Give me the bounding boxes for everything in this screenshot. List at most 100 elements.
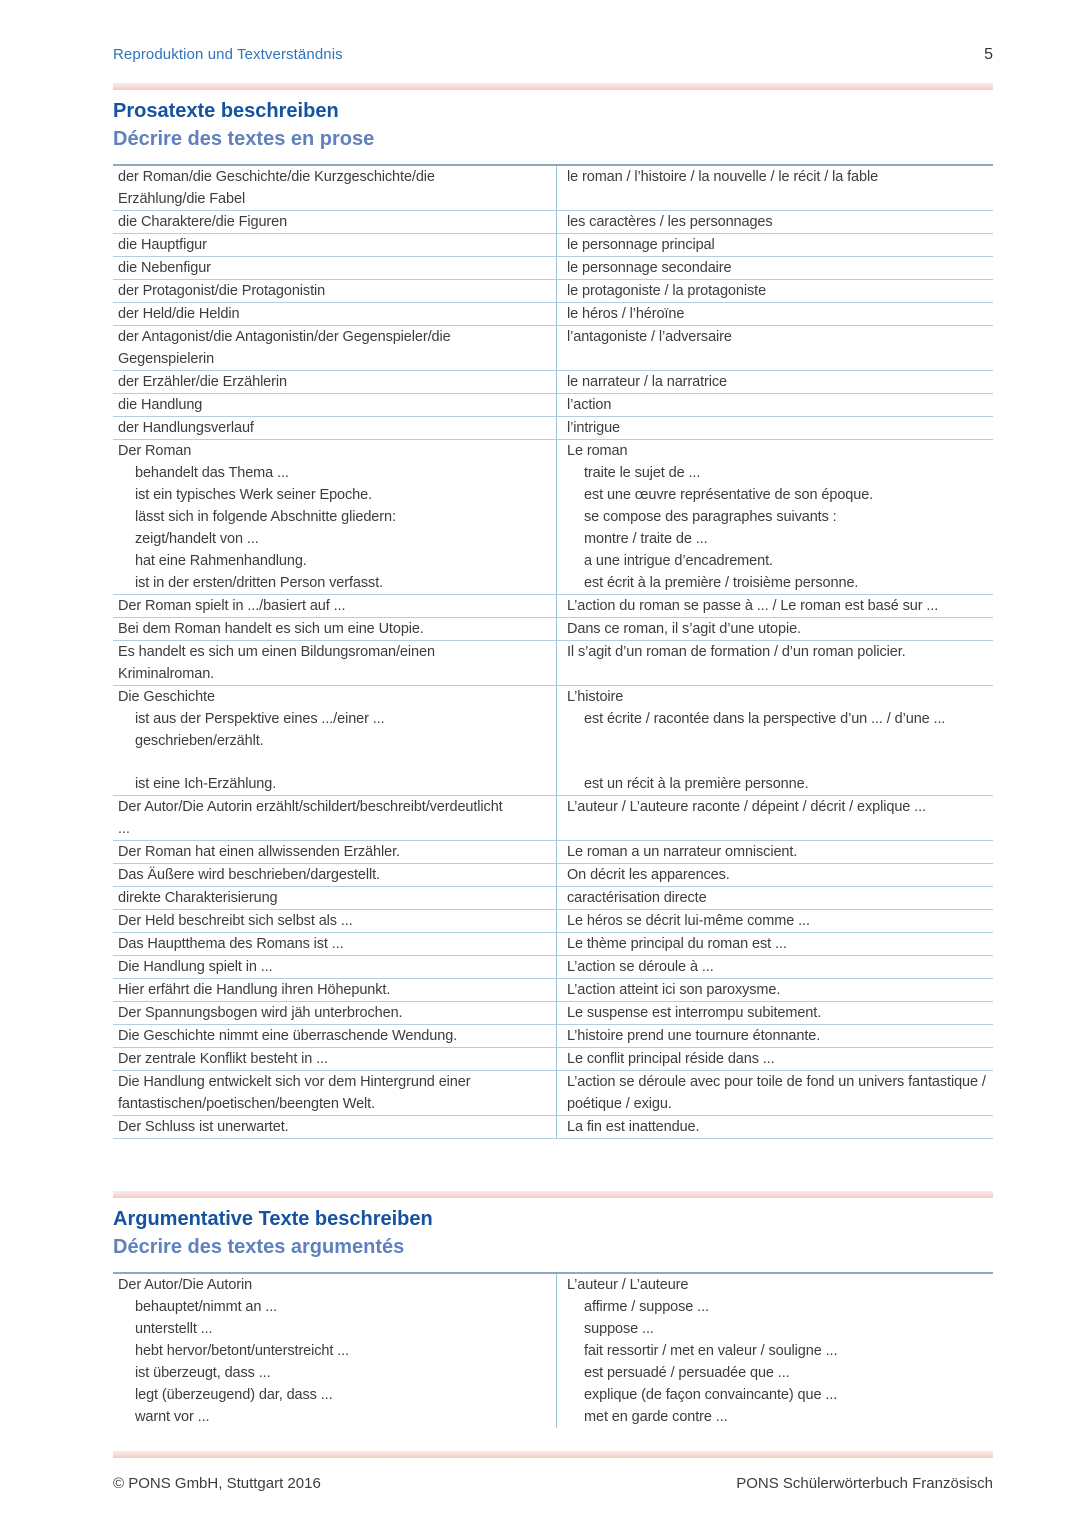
phrase-german: zeigt/handelt von ... xyxy=(135,531,259,547)
phrase-row: Die Handlung spielt in ... L’action se dé… xyxy=(113,956,993,979)
phrase-french: l’action xyxy=(556,394,993,416)
phrase-french: est persuadé / persuadée que ... xyxy=(556,1362,993,1384)
pink-divider-bar-section xyxy=(113,1191,993,1198)
phrase-french: suppose ... xyxy=(556,1318,993,1340)
phrase-row: Der zentrale Konflikt besteht in ... Le c… xyxy=(113,1048,993,1071)
phrase-french: a une intrigue d’encadrement. xyxy=(556,550,993,572)
phrase-french xyxy=(556,752,993,773)
phrase-french: est écrit à la première / troisième pers… xyxy=(556,572,993,594)
phrase-french: le personnage secondaire xyxy=(556,257,993,279)
phrase-french: traite le sujet de ... xyxy=(556,462,993,484)
phrase-block-item: legt (überzeugend) dar, dass ... explique… xyxy=(113,1384,993,1406)
phrase-block-head: Die Geschichte L’histoire xyxy=(113,686,993,708)
phrase-row: Das Hauptthema des Romans ist ... Le thèm… xyxy=(113,933,993,956)
phrase-german: der Handlungsverlauf xyxy=(118,420,254,436)
phrase-german: Der Spannungsbogen wird jäh unterbrochen… xyxy=(118,1005,403,1021)
phrase-block-head: Der Roman Le roman xyxy=(113,440,993,462)
phrase-french: est écrite / racontée dans la perspectiv… xyxy=(556,708,993,752)
phrase-block-item: lässt sich in folgende Abschnitte gliede… xyxy=(113,506,993,528)
phrase-german: hat eine Rahmenhandlung. xyxy=(135,553,307,569)
phrase-german: Der Autor/Die Autorin xyxy=(118,1277,253,1293)
phrase-row: Der Held beschreibt sich selbst als ... L… xyxy=(113,910,993,933)
phrase-row: Der Roman spielt in .../basiert auf ... L… xyxy=(113,595,993,618)
phrase-german: Die Handlung spielt in ... xyxy=(118,959,273,975)
phrase-german: Der Roman hat einen allwissenden Erzähle… xyxy=(118,844,400,860)
phrase-row: Der Spannungsbogen wird jäh unterbrochen… xyxy=(113,1002,993,1025)
phrase-row: der Erzähler/die Erzählerin le narrateur … xyxy=(113,371,993,394)
phrase-french: fait ressortir / met en valeur / soulign… xyxy=(556,1340,993,1362)
phrase-row: der Held/die Heldin le héros / l’héroïne xyxy=(113,303,993,326)
phrase-french: le personnage principal xyxy=(556,234,993,256)
phrase-french: Le roman a un narrateur omniscient. xyxy=(556,841,993,863)
section-title-french: Décrire des textes en prose xyxy=(113,128,375,150)
section-title-german: Argumentative Texte beschreiben xyxy=(113,1208,433,1230)
phrase-french: explique (de façon convaincante) que ... xyxy=(556,1384,993,1406)
phrase-french: Le thème principal du roman est ... xyxy=(556,933,993,955)
phrase-row: Bei dem Roman handelt es sich um eine Ut… xyxy=(113,618,993,641)
phrase-french: L’auteur / L’auteure raconte / dépeint /… xyxy=(556,796,993,840)
pink-divider-bar-footer xyxy=(113,1451,993,1458)
phrase-german: ist in der ersten/dritten Person verfass… xyxy=(135,575,384,591)
phrase-row: Der Autor/Die Autorin erzählt/schildert/… xyxy=(113,796,993,841)
footer-edition: PONS Schülerwörterbuch Französisch xyxy=(736,1475,993,1492)
phrase-german: behauptet/nimmt an ... xyxy=(135,1299,278,1315)
phrase-block-item: unterstellt ... suppose ... xyxy=(113,1318,993,1340)
phrase-french: Le conflit principal réside dans ... xyxy=(556,1048,993,1070)
phrase-table: Der Autor/Die Autorin L’auteur / L’auteur… xyxy=(113,1272,993,1428)
phrase-french: Il s’agit d’un roman de formation / d’un… xyxy=(556,641,993,685)
phrase-french: les caractères / les personnages xyxy=(556,211,993,233)
pink-divider-bar-top xyxy=(113,83,993,90)
phrase-german: Die Geschichte xyxy=(118,689,215,705)
phrase-german: Der zentrale Konflikt besteht in ... xyxy=(118,1051,328,1067)
phrase-german: die Handlung xyxy=(118,397,203,413)
phrase-french: l’antagoniste / l’adversaire xyxy=(556,326,993,370)
phrase-french: L’action se déroule avec pour toile de f… xyxy=(556,1071,993,1115)
phrase-german: legt (überzeugend) dar, dass ... xyxy=(135,1387,333,1403)
phrase-german: Die Geschichte nimmt eine überraschende … xyxy=(118,1028,458,1044)
phrase-german: Das Hauptthema des Romans ist ... xyxy=(118,936,344,952)
phrase-german: lässt sich in folgende Abschnitte gliede… xyxy=(135,509,396,525)
phrase-german: Hier erfährt die Handlung ihren Höhepunk… xyxy=(118,982,391,998)
phrase-block-item: hat eine Rahmenhandlung. a une intrigue d… xyxy=(113,550,993,572)
phrase-german: die Charaktere/die Figuren xyxy=(118,214,288,230)
phrase-row: der Protagonist/die Protagonistin le prot… xyxy=(113,280,993,303)
phrase-block-item: behauptet/nimmt an ... affirme / suppose … xyxy=(113,1296,993,1318)
phrase-french: L’histoire prend une tournure étonnante. xyxy=(556,1025,993,1047)
phrase-table: der Roman/die Geschichte/die Kurzgeschic… xyxy=(113,164,993,1139)
phrase-block-item: behandelt das Thema ... traite le sujet d… xyxy=(113,462,993,484)
footer-copyright: © PONS GmbH, Stuttgart 2016 xyxy=(113,1475,321,1492)
phrase-row: der Handlungsverlauf l’intrigue xyxy=(113,417,993,440)
phrase-french: le narrateur / la narratrice xyxy=(556,371,993,393)
phrase-french: L’action atteint ici son paroxysme. xyxy=(556,979,993,1001)
phrase-french: met en garde contre ... xyxy=(556,1406,993,1428)
phrase-german: ist ein typisches Werk seiner Epoche. xyxy=(135,487,373,503)
phrase-block-item: ist überzeugt, dass ... est persuadé / pe… xyxy=(113,1362,993,1384)
phrase-german: Der Schluss ist unerwartet. xyxy=(118,1119,289,1135)
phrase-french: caractérisation directe xyxy=(556,887,993,909)
phrase-french: est une œuvre représentative de son époq… xyxy=(556,484,993,506)
phrase-french: Dans ce roman, il s’agit d’une utopie. xyxy=(556,618,993,640)
phrase-row: Hier erfährt die Handlung ihren Höhepunk… xyxy=(113,979,993,1002)
phrase-german: ist überzeugt, dass ... xyxy=(135,1365,271,1381)
phrase-french: le héros / l’héroïne xyxy=(556,303,993,325)
phrase-row: Die Geschichte nimmt eine überraschende … xyxy=(113,1025,993,1048)
phrase-row: der Roman/die Geschichte/die Kurzgeschic… xyxy=(113,166,993,211)
phrase-german: Der Held beschreibt sich selbst als ... xyxy=(118,913,353,929)
phrase-french: On décrit les apparences. xyxy=(556,864,993,886)
phrase-block-item: zeigt/handelt von ... montre / traite de … xyxy=(113,528,993,550)
running-head: Reproduktion und Textverständnis 5 xyxy=(113,46,993,64)
phrase-row: der Antagonist/die Antagonistin/der Gege… xyxy=(113,326,993,371)
phrase-block-item: hebt hervor/betont/unterstreicht ... fait… xyxy=(113,1340,993,1362)
running-head-title: Reproduktion und Textverständnis xyxy=(113,46,343,63)
phrase-french: affirme / suppose ... xyxy=(556,1296,993,1318)
phrase-german: Das Äußere wird beschrieben/dargestellt. xyxy=(118,867,380,883)
phrase-german: die Hauptfigur xyxy=(118,237,207,253)
phrase-block-item: warnt vor ... met en garde contre ... xyxy=(113,1406,993,1428)
section-title-french: Décrire des textes argumentés xyxy=(113,1236,405,1258)
phrase-german: der Held/die Heldin xyxy=(118,306,240,322)
phrase-german: unterstellt ... xyxy=(135,1321,213,1337)
phrase-row: die Hauptfigur le personnage principal xyxy=(113,234,993,257)
phrase-row: die Handlung l’action xyxy=(113,394,993,417)
page-number: 5 xyxy=(984,46,993,63)
